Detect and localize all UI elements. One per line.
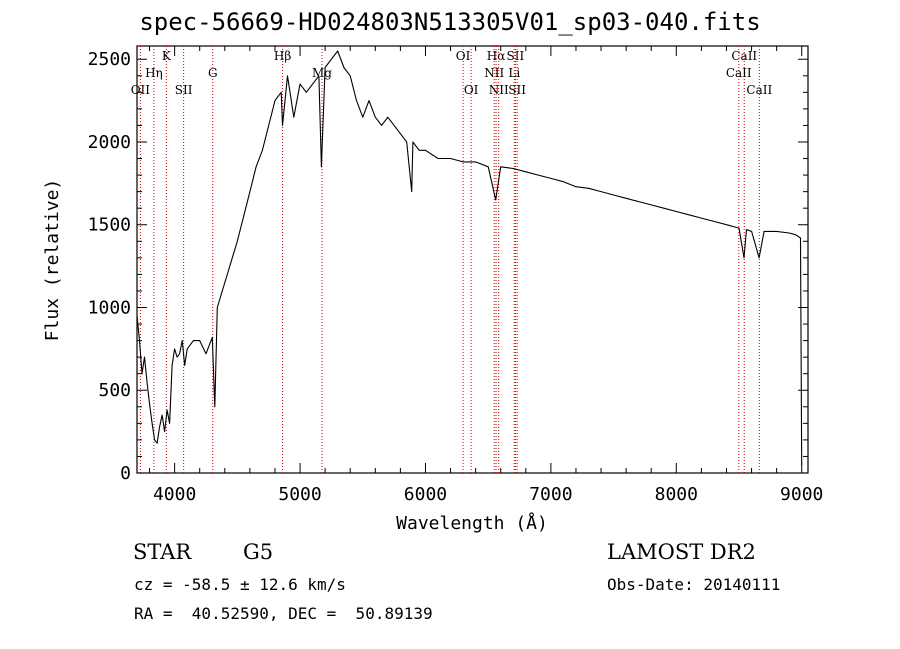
- y-tick-label: 2000: [88, 132, 131, 153]
- spectral-line-label: Hβ: [274, 49, 291, 63]
- x-axis-label: Wavelength (Å): [396, 512, 548, 534]
- survey-name: LAMOST DR2: [607, 540, 756, 564]
- y-tick-label: 0: [120, 463, 131, 484]
- spectral-line-label: OII: [131, 83, 151, 97]
- spectral-line-label: Li: [508, 66, 520, 80]
- x-tick-label: 5000: [278, 484, 321, 505]
- redshift-text: cz = -58.5 ± 12.6 km/s: [134, 575, 346, 594]
- y-tick-label: 1500: [88, 215, 131, 236]
- spectral-line-label: Hα: [487, 49, 506, 63]
- y-axis-label: Flux (relative): [42, 179, 63, 342]
- obs-date-text: Obs-Date: 20140111: [607, 575, 781, 594]
- plot-frame: [136, 45, 809, 474]
- spectral-line-label: G: [208, 66, 218, 80]
- x-tick-label: 4000: [153, 484, 196, 505]
- spectral-line-label: NII: [489, 83, 509, 97]
- spectral-line-label: SII: [175, 83, 193, 97]
- spectral-line-markers: OIIHηKSIIGHβMgOIOIHαNIINIISIILiSIICaIICa…: [131, 46, 772, 473]
- x-tick-label: 6000: [404, 484, 447, 505]
- x-tick-label: 7000: [529, 484, 572, 505]
- chart-title: spec-56669-HD024803N513305V01_sp03-040.f…: [139, 8, 761, 36]
- spectrum-line: [136, 50, 803, 465]
- spectral-line-label: Hη: [145, 66, 163, 80]
- object-subclass: G5: [243, 540, 274, 564]
- radec-text: RA = 40.52590, DEC = 50.89139: [134, 604, 433, 623]
- spectral-line-label: CaII: [731, 49, 757, 63]
- spectral-line-label: SII: [508, 83, 526, 97]
- x-tick-label: 8000: [655, 484, 698, 505]
- spectral-line-label: CaII: [746, 83, 772, 97]
- y-tick-label: 2500: [88, 49, 131, 70]
- x-tick-label: 9000: [780, 484, 823, 505]
- spectral-line-label: OI: [464, 83, 479, 97]
- spectral-line-label: K: [162, 49, 172, 63]
- y-tick-label: 1000: [88, 297, 131, 318]
- spectral-line-label: CaII: [726, 66, 752, 80]
- spectral-line-label: Mg: [312, 66, 332, 80]
- object-class: STAR: [133, 540, 192, 564]
- spectrum-series: [136, 50, 803, 465]
- spectral-line-label: NII: [484, 66, 504, 80]
- y-tick-label: 500: [98, 380, 131, 401]
- axis-ticks: 4000 5000 6000 7000 8000 9000 0 500 1000 1500 2000…: [88, 46, 823, 505]
- spectral-line-label: SII: [507, 49, 525, 63]
- spectral-line-label: OI: [456, 49, 471, 63]
- plot-border: [136, 45, 809, 474]
